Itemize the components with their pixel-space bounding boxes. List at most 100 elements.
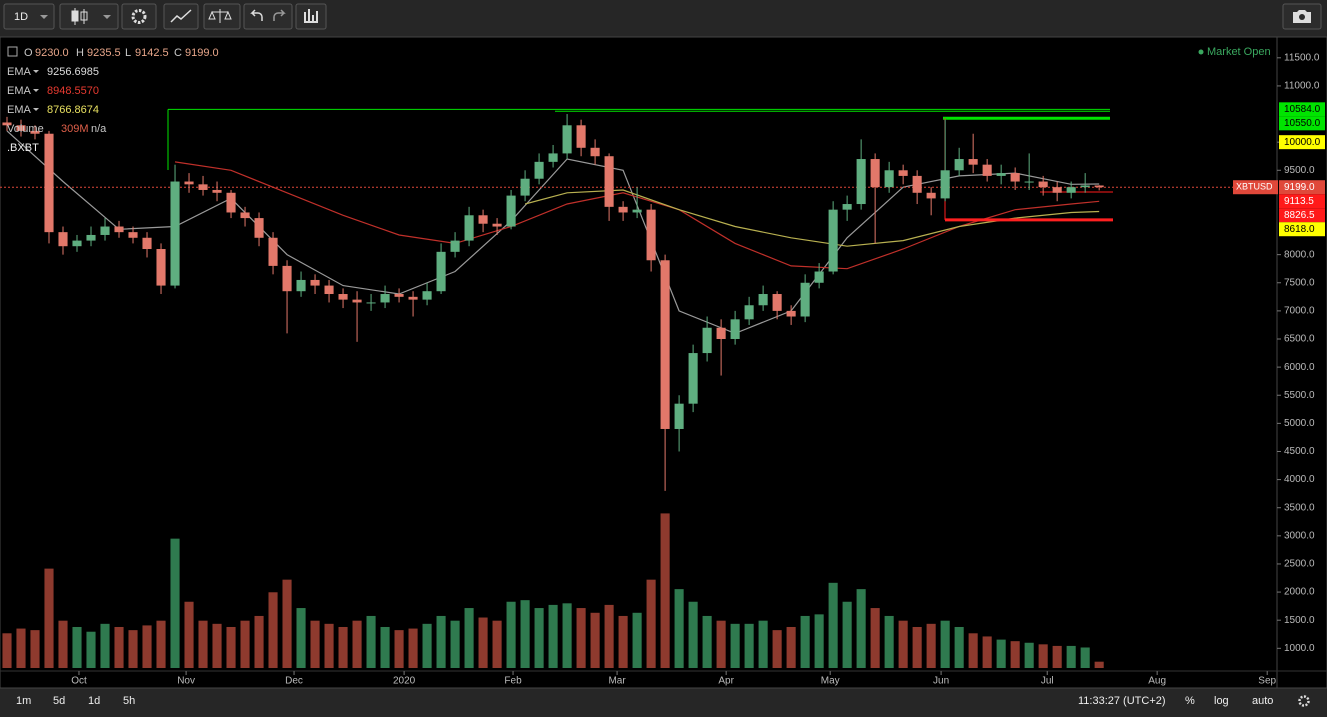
volume-bar bbox=[772, 630, 782, 668]
volume-bar bbox=[786, 626, 796, 668]
x-tick-label: Nov bbox=[177, 676, 195, 687]
volume-bar bbox=[688, 601, 698, 668]
candle-body bbox=[394, 294, 404, 297]
volume-bar bbox=[954, 626, 964, 668]
log-toggle[interactable]: log bbox=[1214, 695, 1229, 707]
volume-extra: n/a bbox=[91, 123, 107, 135]
candle-body bbox=[464, 215, 474, 241]
volume-bar bbox=[72, 626, 82, 668]
undo-redo-button[interactable] bbox=[243, 3, 293, 30]
range-button[interactable]: 5h bbox=[123, 695, 135, 707]
volume-bar bbox=[702, 615, 712, 668]
candle-body bbox=[1038, 181, 1048, 188]
ema-value: 8948.5570 bbox=[47, 85, 99, 97]
candle-body bbox=[2, 122, 12, 126]
level-label: 9199.0 bbox=[1284, 182, 1315, 193]
indicators-button[interactable] bbox=[163, 3, 199, 30]
level-label: 10584.0 bbox=[1284, 104, 1321, 115]
volume-bar bbox=[534, 608, 544, 668]
x-tick-label: Oct bbox=[71, 676, 87, 687]
y-tick-label: 6500.0 bbox=[1284, 334, 1315, 345]
range-button[interactable]: 5d bbox=[53, 695, 65, 707]
y-tick-label: 7000.0 bbox=[1284, 306, 1315, 317]
volume-bar bbox=[380, 626, 390, 668]
y-tick-label: 2000.0 bbox=[1284, 587, 1315, 598]
level-label: 9113.5 bbox=[1284, 196, 1314, 207]
interval-label: 1D bbox=[14, 11, 28, 23]
volume-bar bbox=[170, 538, 180, 668]
market-status: Market Open bbox=[1207, 46, 1271, 58]
settings-icon[interactable] bbox=[1298, 695, 1310, 707]
volume-bar bbox=[1080, 647, 1090, 668]
symbol-label: .BXBT bbox=[7, 142, 39, 154]
level-label: 8618.0 bbox=[1284, 224, 1315, 235]
volume-bar bbox=[828, 582, 838, 668]
x-tick-label: 2020 bbox=[393, 676, 416, 687]
volume-bar bbox=[814, 614, 824, 668]
volume-bar bbox=[1094, 661, 1104, 668]
volume-bar bbox=[58, 620, 68, 668]
volume-bar bbox=[114, 626, 124, 668]
candle-body bbox=[310, 279, 320, 286]
volume-bar bbox=[856, 589, 866, 668]
volume-bar bbox=[422, 623, 432, 668]
level-label-bg bbox=[1279, 102, 1325, 117]
bars-button[interactable] bbox=[295, 3, 327, 30]
x-tick-label: Apr bbox=[718, 676, 734, 687]
y-tick-label: 3000.0 bbox=[1284, 530, 1315, 541]
candle-body bbox=[184, 181, 194, 185]
candle-body bbox=[982, 164, 992, 176]
candle-body bbox=[212, 189, 222, 193]
y-tick-label: 5500.0 bbox=[1284, 390, 1315, 401]
range-button[interactable]: 1d bbox=[88, 695, 100, 707]
candle-body bbox=[240, 212, 250, 219]
auto-toggle[interactable]: auto bbox=[1252, 695, 1273, 707]
volume-bar bbox=[44, 568, 54, 668]
camera-lens bbox=[1299, 14, 1305, 20]
settings-button[interactable] bbox=[121, 3, 157, 30]
candle-body bbox=[1066, 187, 1076, 193]
candle-body bbox=[296, 279, 306, 292]
range-button[interactable]: 1m bbox=[16, 695, 31, 707]
bottom-bar bbox=[0, 689, 1327, 717]
compare-button[interactable] bbox=[203, 3, 241, 30]
candle-body bbox=[100, 226, 110, 235]
candle-body bbox=[702, 327, 712, 354]
volume-bar bbox=[324, 623, 334, 668]
ema-line bbox=[524, 189, 1100, 247]
percent-toggle[interactable]: % bbox=[1185, 695, 1195, 707]
volume-bar bbox=[912, 626, 922, 668]
volume-bar bbox=[506, 601, 516, 668]
status-dot bbox=[1198, 49, 1204, 55]
candle-body bbox=[156, 249, 166, 286]
candle-body bbox=[1010, 173, 1020, 182]
candle-body bbox=[254, 218, 264, 238]
clock: 11:33:27 (UTC+2) bbox=[1078, 695, 1166, 707]
volume-bar bbox=[660, 513, 670, 668]
candle-body bbox=[436, 251, 446, 292]
volume-bar bbox=[926, 623, 936, 668]
gear-icon bbox=[131, 9, 147, 24]
candle-body bbox=[282, 265, 292, 292]
candle-body bbox=[912, 175, 922, 193]
volume-bar bbox=[996, 639, 1006, 668]
candle-body bbox=[548, 153, 558, 162]
level-label-bg bbox=[1279, 116, 1325, 131]
candle-body bbox=[478, 215, 488, 224]
interval-button[interactable] bbox=[3, 3, 55, 30]
candle-body bbox=[632, 209, 642, 213]
candle-body bbox=[520, 178, 530, 196]
candle-body bbox=[198, 184, 208, 190]
candle-body bbox=[226, 192, 236, 213]
volume-bar bbox=[1066, 645, 1076, 668]
volume-bar bbox=[450, 620, 460, 668]
y-tick-label: 9500.0 bbox=[1284, 165, 1315, 176]
candle-body bbox=[814, 271, 824, 283]
level-label-bg bbox=[1279, 222, 1325, 237]
candle-body bbox=[492, 223, 502, 227]
candle-body bbox=[800, 282, 810, 317]
volume-bar bbox=[1038, 644, 1048, 668]
y-tick-label: 4000.0 bbox=[1284, 474, 1315, 485]
y-tick-label: 5000.0 bbox=[1284, 418, 1315, 429]
